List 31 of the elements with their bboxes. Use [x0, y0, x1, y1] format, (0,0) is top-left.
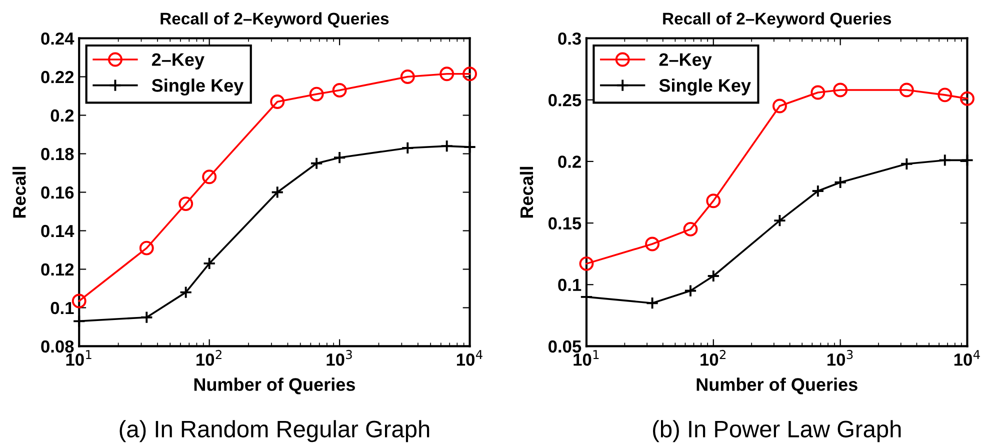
y-tick-label: 0.22 — [41, 70, 74, 84]
text: (a) In Random Regular Graph — [120, 420, 430, 442]
y-tick-label: 0.24 — [41, 32, 74, 45]
x-axis-title: Number of Queries — [194, 378, 355, 394]
y-tick-label: 0.2 — [50, 109, 74, 122]
y-tick-label: 0.3 — [558, 32, 581, 45]
legend-label: 2–Key — [659, 53, 712, 70]
x-tick-label: 10$^{3}$ — [828, 350, 853, 366]
y-tick-label: 0.25 — [548, 94, 582, 106]
y-tick-label: 0.18 — [41, 148, 74, 160]
y-axis-title: Recall — [520, 166, 534, 218]
y-tick-label: 0.1 — [558, 278, 582, 292]
legend-label: Single Key — [152, 78, 244, 96]
legend-label: Single Key — [659, 78, 751, 96]
y-tick-label: 0.1 — [50, 302, 74, 314]
y-tick-label: 0.12 — [41, 263, 74, 276]
x-tick-label: 10$^{3}$ — [326, 350, 352, 366]
x-tick-label: 10$^{2}$ — [196, 350, 222, 366]
x-tick-label: 10$^{2}$ — [700, 350, 726, 366]
y-axis-title: Recall — [12, 166, 26, 218]
legend-label: 2–Key — [152, 53, 204, 70]
y-tick-label: 0.16 — [41, 186, 74, 199]
chart-title: Recall of 2–Keyword Queries — [160, 12, 389, 28]
chart-title: Recall of 2–Keyword Queries — [663, 12, 892, 28]
y-tick-label: 0.14 — [41, 224, 74, 238]
y-tick-label: 0.2 — [558, 156, 581, 168]
text: (b) In Power Law Graph — [653, 420, 901, 442]
x-tick-label: 10$^{4}$ — [456, 350, 482, 366]
y-tick-label: 0.15 — [548, 217, 582, 230]
x-tick-label: 10$^{4}$ — [954, 350, 980, 366]
x-axis-title: Number of Queries — [696, 378, 858, 394]
